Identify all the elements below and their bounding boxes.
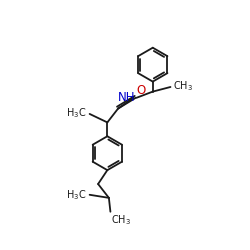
- Text: CH$_3$: CH$_3$: [111, 213, 131, 227]
- Text: H$_3$C: H$_3$C: [66, 106, 86, 120]
- Text: CH$_3$: CH$_3$: [173, 79, 193, 93]
- Text: H$_3$C: H$_3$C: [66, 188, 86, 202]
- Text: NH: NH: [118, 91, 135, 104]
- Text: O: O: [136, 84, 146, 97]
